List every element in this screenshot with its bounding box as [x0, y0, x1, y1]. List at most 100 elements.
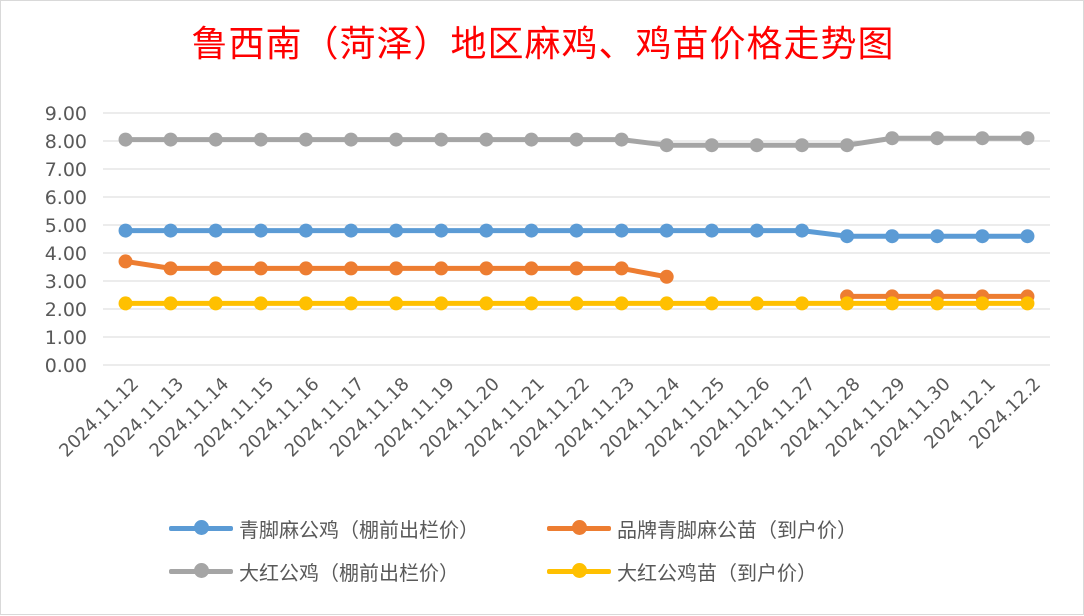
y-tick-label: 7.00 [45, 159, 87, 181]
data-point [389, 223, 404, 238]
data-point [975, 229, 990, 244]
legend-item: 大红公鸡（棚前出栏价） [169, 556, 547, 586]
data-point [344, 296, 359, 311]
data-point [434, 261, 449, 276]
data-point [344, 223, 359, 238]
x-axis: 2024.11.122024.11.132024.11.142024.11.15… [55, 374, 1045, 462]
legend: 青脚麻公鸡（棚前出栏价） 品牌青脚麻公苗（到户价） 大红公鸡（棚前出栏价） 大红公鸡苗… [169, 513, 929, 586]
data-point [1020, 296, 1035, 311]
data-point [389, 261, 404, 276]
grid-lines [103, 112, 1050, 366]
data-point [885, 296, 900, 311]
y-tick-label: 0.00 [45, 355, 87, 377]
data-point [930, 131, 945, 146]
data-point [298, 223, 313, 238]
data-point [208, 132, 223, 147]
legend-item: 青脚麻公鸡（棚前出栏价） [169, 513, 547, 543]
data-point [614, 223, 629, 238]
data-point [298, 296, 313, 311]
data-point [569, 223, 584, 238]
legend-swatch [547, 520, 611, 535]
legend-label: 大红公鸡苗（到户价） [617, 560, 817, 585]
data-point [253, 223, 268, 238]
data-point [298, 261, 313, 276]
data-point [479, 296, 494, 311]
data-point [614, 132, 629, 147]
data-point [659, 138, 674, 153]
data-point [298, 132, 313, 147]
data-point [253, 132, 268, 147]
data-point [930, 296, 945, 311]
legend-swatch [169, 563, 233, 578]
data-point [524, 132, 539, 147]
data-point [524, 261, 539, 276]
data-point [930, 229, 945, 244]
data-point [569, 261, 584, 276]
data-point [704, 223, 719, 238]
y-tick-label: 2.00 [45, 299, 87, 321]
plot-area [118, 131, 1035, 311]
data-point [163, 223, 178, 238]
data-point [163, 132, 178, 147]
data-point [208, 223, 223, 238]
data-point [614, 261, 629, 276]
data-point [975, 131, 990, 146]
legend-item: 品牌青脚麻公苗（到户价） [547, 513, 929, 543]
data-point [885, 229, 900, 244]
series-0 [118, 223, 1035, 244]
data-point [794, 138, 809, 153]
y-tick-label: 5.00 [45, 215, 87, 237]
data-point [118, 296, 133, 311]
data-point [253, 261, 268, 276]
data-point [208, 296, 223, 311]
data-point [659, 269, 674, 284]
y-tick-label: 1.00 [45, 327, 87, 349]
data-point [1020, 229, 1035, 244]
data-point [344, 132, 359, 147]
y-axis: 0.00 1.00 2.00 3.00 4.00 5.00 6.00 7.00 8.00 9.00 [45, 103, 87, 377]
y-tick-label: 6.00 [45, 187, 87, 209]
data-point [344, 261, 359, 276]
data-point [118, 132, 133, 147]
y-tick-label: 4.00 [45, 243, 87, 265]
data-point [524, 296, 539, 311]
data-point [389, 296, 404, 311]
data-point [163, 296, 178, 311]
data-point [569, 296, 584, 311]
data-point [794, 296, 809, 311]
legend-label: 品牌青脚麻公苗（到户价） [617, 517, 857, 542]
data-point [704, 296, 719, 311]
data-point [163, 261, 178, 276]
y-tick-label: 3.00 [45, 271, 87, 293]
data-point [704, 138, 719, 153]
data-point [118, 254, 133, 269]
data-point [794, 223, 809, 238]
series-1 [118, 254, 1035, 304]
data-point [885, 131, 900, 146]
legend-swatch [547, 563, 611, 578]
legend-label: 大红公鸡（棚前出栏价） [239, 560, 459, 585]
data-point [479, 132, 494, 147]
legend-item: 大红公鸡苗（到户价） [547, 556, 929, 586]
data-point [434, 223, 449, 238]
data-point [253, 296, 268, 311]
y-tick-label: 8.00 [45, 131, 87, 153]
data-point [840, 138, 855, 153]
data-point [840, 296, 855, 311]
data-point [208, 261, 223, 276]
data-point [659, 223, 674, 238]
data-point [524, 223, 539, 238]
y-tick-label: 9.00 [45, 103, 87, 125]
series-3 [118, 296, 1035, 311]
data-point [840, 229, 855, 244]
data-point [118, 223, 133, 238]
legend-swatch [169, 520, 233, 535]
data-point [389, 132, 404, 147]
data-point [749, 223, 764, 238]
series-2 [118, 131, 1035, 153]
data-point [749, 138, 764, 153]
data-point [479, 223, 494, 238]
data-point [434, 296, 449, 311]
